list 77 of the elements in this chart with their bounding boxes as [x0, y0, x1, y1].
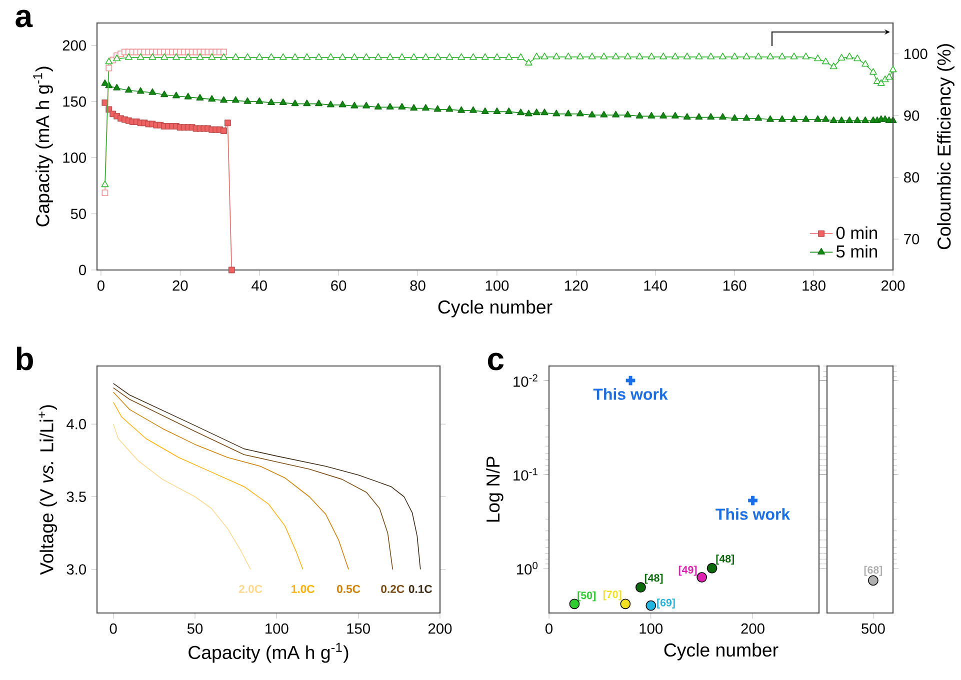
y2-axis-title: Coloumbic Efficiency (%) [937, 44, 954, 250]
series-label: 0.1C [408, 585, 432, 594]
x-tick-label: 500 [862, 623, 885, 634]
y-tick-label: 150 [63, 96, 86, 107]
x-tick-label: 0 [110, 623, 117, 634]
point [706, 563, 718, 574]
x-tick-label: 80 [410, 280, 426, 291]
x-tick-label: 50 [187, 623, 203, 634]
series-label: [70] [603, 590, 622, 600]
line-series [112, 402, 304, 570]
y-axis-title: Voltage (V vs. Li/Li$^{+}$) [38, 405, 58, 575]
series-label: This work [716, 508, 790, 520]
x-tick-label: 100 [486, 280, 509, 291]
x-tick-label: 120 [565, 280, 588, 291]
y-tick-label: 3.0 [66, 564, 86, 575]
y-tick-label: 50 [70, 208, 86, 220]
line-series [112, 392, 349, 570]
y2-tick-label: 100 [904, 48, 928, 60]
y-tick-label: 100 [63, 152, 86, 163]
point [746, 494, 760, 507]
x-tick-label: 180 [802, 280, 826, 291]
point [646, 600, 656, 611]
x-tick-label: 200 [741, 623, 764, 634]
series-label: 2.0C [238, 585, 262, 594]
y2-tick-label: 90 [904, 110, 920, 121]
series-label: 0.5C [337, 585, 360, 594]
y-axis-title: Capacity (mA h g$^{-1}$) [33, 66, 53, 226]
series-label: [48] [716, 554, 734, 565]
y-axis-title: Log N/P [486, 456, 504, 522]
series-label: [50] [578, 591, 596, 602]
x-tick-label: 60 [331, 280, 346, 291]
chart-title: a [16, 10, 33, 28]
y2-tick-label: 80 [904, 172, 920, 183]
point [228, 266, 235, 274]
x-tick-label: 40 [252, 280, 267, 291]
x-tick-label: 20 [172, 280, 188, 291]
x-axis-title: Cycle number [664, 642, 778, 660]
y-tick-label: 10$^{-2}$ [514, 374, 538, 387]
series-label: [68] [864, 566, 882, 576]
chart-title: c [488, 352, 504, 370]
x-axis-title: Cycle number [438, 300, 552, 318]
series-label: [49] [678, 566, 697, 576]
x-tick-label: 0 [545, 623, 552, 634]
point [106, 64, 112, 72]
point [624, 374, 637, 387]
point [220, 48, 227, 56]
legend-label: 5 min [836, 244, 877, 258]
y-tick-label: 0 [79, 264, 86, 276]
point [102, 190, 108, 196]
x-tick-label: 200 [428, 623, 452, 634]
line-series [112, 424, 251, 570]
x-tick-label: 200 [882, 280, 905, 291]
series-label: This work [593, 388, 668, 400]
x-axis-title: Capacity (mA h g$^{-1}$) [188, 642, 348, 663]
x-tick-label: 140 [644, 280, 668, 291]
x-tick-label: 0 [97, 280, 104, 291]
x-tick-label: 160 [723, 280, 746, 291]
x-tick-label: 150 [347, 623, 370, 634]
point [224, 120, 231, 126]
y-tick-label: 10$^{0}$ [517, 562, 538, 575]
series-label: [48] [644, 574, 663, 584]
x-tick-label: 100 [640, 623, 663, 634]
point [636, 582, 646, 593]
legend-label: 0 min [836, 226, 877, 240]
y-tick-label: 3.5 [66, 492, 86, 502]
point [620, 598, 631, 610]
y-tick-label: 10$^{-1}$ [514, 468, 538, 481]
series-label: 1.0C [292, 585, 314, 594]
series-label: [69] [657, 598, 675, 609]
y-tick-label: 4.0 [66, 418, 86, 430]
point [220, 128, 227, 134]
y-tick-label: 200 [62, 40, 86, 51]
chart-title: b [16, 346, 33, 370]
x-tick-label: 100 [266, 623, 288, 634]
point [696, 572, 708, 583]
series-label: 0.2C [381, 585, 404, 594]
y2-tick-label: 70 [904, 234, 920, 244]
